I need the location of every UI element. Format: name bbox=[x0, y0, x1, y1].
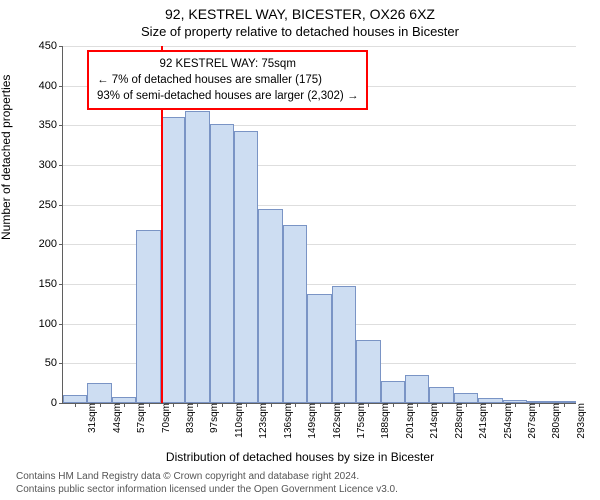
x-tick-label: 188sqm bbox=[372, 403, 391, 439]
x-tick-mark bbox=[197, 403, 198, 407]
histogram-bar bbox=[136, 230, 160, 403]
grid-line bbox=[63, 165, 576, 166]
histogram-bar bbox=[185, 111, 209, 403]
x-tick-mark bbox=[75, 403, 76, 407]
y-tick-label: 100 bbox=[39, 318, 63, 330]
chart-title-address: 92, KESTREL WAY, BICESTER, OX26 6XZ bbox=[0, 6, 600, 22]
y-tick-label: 300 bbox=[39, 159, 63, 171]
x-tick-mark bbox=[491, 403, 492, 407]
x-tick-label: 83sqm bbox=[177, 403, 196, 433]
annotation-line: ← 7% of detached houses are smaller (175… bbox=[97, 72, 358, 88]
histogram-bar bbox=[356, 340, 380, 403]
x-tick-mark bbox=[222, 403, 223, 407]
histogram-bar bbox=[161, 117, 185, 403]
y-tick-label: 250 bbox=[39, 199, 63, 211]
histogram-bar bbox=[381, 381, 405, 403]
x-tick-mark bbox=[295, 403, 296, 407]
x-tick-mark bbox=[515, 403, 516, 407]
x-tick-label: 175sqm bbox=[348, 403, 367, 439]
x-tick-mark bbox=[442, 403, 443, 407]
histogram-bar bbox=[454, 393, 478, 403]
x-tick-mark bbox=[393, 403, 394, 407]
y-tick-label: 200 bbox=[39, 238, 63, 250]
y-tick-label: 50 bbox=[45, 357, 63, 369]
chart-subtitle: Size of property relative to detached ho… bbox=[0, 24, 600, 39]
x-tick-label: 254sqm bbox=[495, 403, 514, 439]
x-tick-mark bbox=[173, 403, 174, 407]
x-tick-mark bbox=[466, 403, 467, 407]
histogram-bar bbox=[429, 387, 453, 403]
grid-line bbox=[63, 205, 576, 206]
x-tick-label: 228sqm bbox=[446, 403, 465, 439]
chart-container: { "chart": { "type": "histogram", "title… bbox=[0, 0, 600, 500]
y-tick-label: 0 bbox=[51, 397, 63, 409]
histogram-bar bbox=[405, 375, 429, 403]
x-tick-mark bbox=[100, 403, 101, 407]
x-tick-label: 97sqm bbox=[201, 403, 220, 433]
plot-area: 05010015020025030035040045031sqm44sqm57s… bbox=[62, 46, 576, 404]
histogram-bar bbox=[258, 209, 282, 403]
x-tick-label: 123sqm bbox=[250, 403, 269, 439]
x-tick-label: 31sqm bbox=[79, 403, 98, 433]
x-tick-mark bbox=[417, 403, 418, 407]
y-axis-label: Number of detached properties bbox=[0, 75, 13, 240]
x-tick-label: 201sqm bbox=[397, 403, 416, 439]
footer-line-2: Contains public sector information licen… bbox=[16, 483, 592, 496]
x-tick-mark bbox=[124, 403, 125, 407]
x-axis-label: Distribution of detached houses by size … bbox=[0, 450, 600, 464]
histogram-bar bbox=[210, 124, 234, 403]
x-tick-mark bbox=[320, 403, 321, 407]
x-tick-mark bbox=[271, 403, 272, 407]
x-tick-label: 241sqm bbox=[470, 403, 489, 439]
histogram-bar bbox=[283, 225, 307, 404]
x-tick-mark bbox=[149, 403, 150, 407]
x-tick-mark bbox=[368, 403, 369, 407]
grid-line bbox=[63, 46, 576, 47]
histogram-bar bbox=[63, 395, 87, 403]
x-tick-label: 280sqm bbox=[543, 403, 562, 439]
grid-line bbox=[63, 125, 576, 126]
x-tick-label: 136sqm bbox=[275, 403, 294, 439]
x-tick-mark bbox=[564, 403, 565, 407]
y-tick-label: 450 bbox=[39, 40, 63, 52]
x-tick-label: 162sqm bbox=[324, 403, 343, 439]
y-tick-label: 350 bbox=[39, 119, 63, 131]
x-tick-label: 44sqm bbox=[104, 403, 123, 433]
x-tick-mark bbox=[344, 403, 345, 407]
y-tick-label: 150 bbox=[39, 278, 63, 290]
x-tick-label: 214sqm bbox=[421, 403, 440, 439]
x-tick-label: 57sqm bbox=[128, 403, 147, 433]
x-tick-mark bbox=[246, 403, 247, 407]
x-tick-label: 149sqm bbox=[299, 403, 318, 439]
x-tick-mark bbox=[539, 403, 540, 407]
x-tick-label: 293sqm bbox=[568, 403, 587, 439]
x-tick-label: 267sqm bbox=[519, 403, 538, 439]
footer-line-1: Contains HM Land Registry data © Crown c… bbox=[16, 470, 592, 483]
x-tick-label: 110sqm bbox=[226, 403, 245, 438]
histogram-bar bbox=[87, 383, 111, 403]
annotation-line: 93% of semi-detached houses are larger (… bbox=[97, 88, 358, 104]
footer-attribution: Contains HM Land Registry data © Crown c… bbox=[16, 470, 592, 496]
histogram-bar bbox=[332, 286, 356, 403]
annotation-line: 92 KESTREL WAY: 75sqm bbox=[97, 56, 358, 72]
histogram-bar bbox=[307, 294, 331, 403]
histogram-bar bbox=[234, 131, 258, 403]
annotation-box: 92 KESTREL WAY: 75sqm← 7% of detached ho… bbox=[87, 50, 368, 110]
y-tick-label: 400 bbox=[39, 80, 63, 92]
x-tick-label: 70sqm bbox=[153, 403, 172, 433]
